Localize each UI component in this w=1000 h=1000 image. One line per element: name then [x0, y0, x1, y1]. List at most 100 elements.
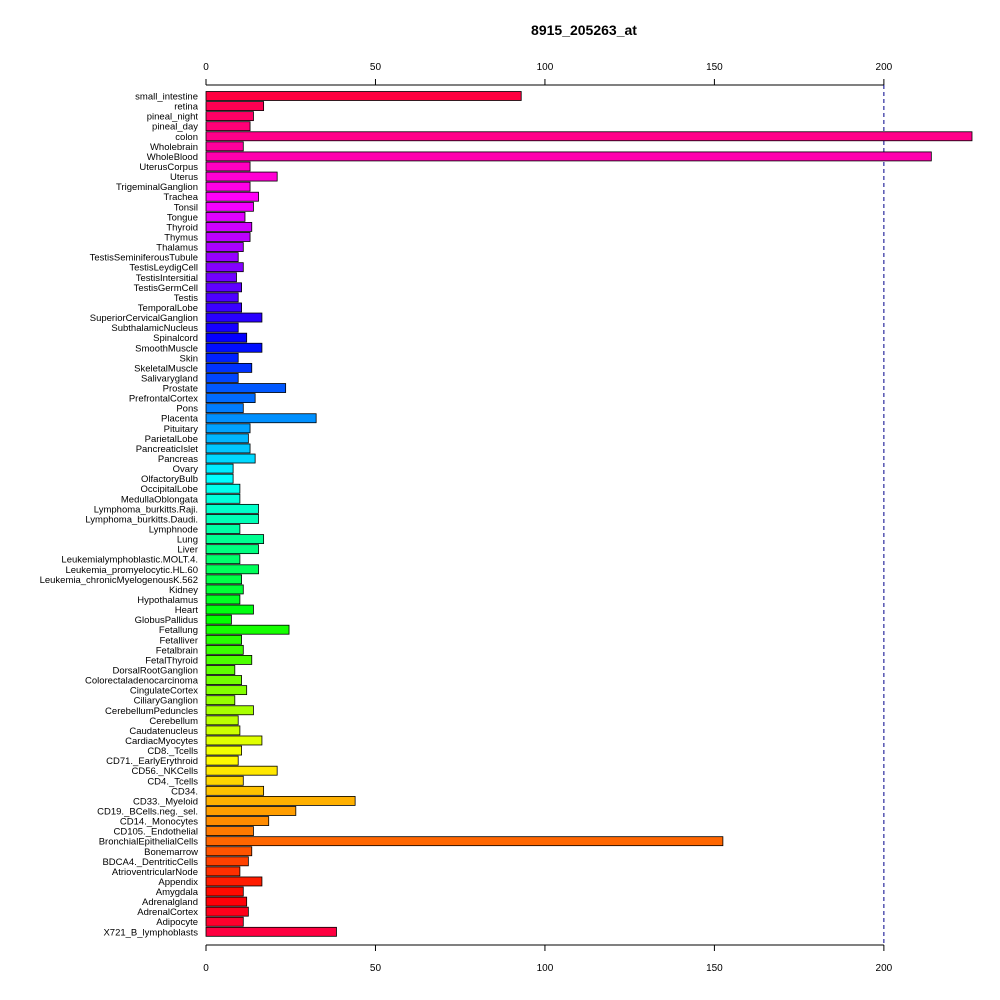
- bar-Skin: [205, 352, 239, 363]
- category-label: TrigeminalGanglion: [116, 182, 198, 193]
- bar-CD14._Monocytes: [205, 816, 270, 826]
- bar-colon: [205, 131, 973, 142]
- bar-Leukemia_chronicMyelogenousK.562: [205, 574, 242, 585]
- bar-Tonsil: [205, 201, 254, 212]
- bar-Adipocyte: [205, 916, 244, 927]
- bar-Pituitary: [205, 423, 251, 434]
- category-label: Fetalbrain: [156, 645, 198, 656]
- bar-WholeBlood: [205, 151, 932, 162]
- bar-Placenta: [205, 413, 317, 424]
- category-label: Lymphnode: [149, 525, 198, 536]
- bar-Heart: [205, 604, 254, 615]
- category-label: CD34.: [171, 786, 198, 797]
- bar-Thyroid: [205, 222, 253, 232]
- bar-Tongue: [205, 211, 246, 222]
- category-label: Prostate: [163, 384, 198, 395]
- category-label: SubthalamicNucleus: [111, 323, 198, 334]
- bar-X721_B_lymphoblasts: [205, 926, 337, 937]
- bar-Thymus: [205, 232, 251, 242]
- bar-FetalThyroid: [205, 655, 253, 665]
- category-label: Pancreas: [158, 454, 198, 465]
- category-label: Leukemia_chronicMyelogenousK.562: [40, 575, 198, 586]
- category-label: Colorectaladenocarcinoma: [85, 676, 199, 687]
- bar-Lymphoma_burkitts.Daudi.: [205, 514, 259, 524]
- category-label: Uterus: [170, 172, 198, 183]
- chart-title: 8915_205263_at: [531, 22, 637, 38]
- category-label: Hypothalamus: [137, 595, 198, 606]
- bar-DorsalRootGanglion: [205, 665, 236, 675]
- category-label: Thymus: [164, 232, 198, 243]
- category-label: CD56._NKCells: [131, 766, 198, 777]
- bar-PrefrontalCortex: [205, 393, 256, 404]
- bar-CD19._BCells.neg._sel.: [205, 806, 297, 816]
- bar-small_intestine: [205, 91, 522, 101]
- bar-Salivarygland: [205, 373, 239, 383]
- category-label: AdrenalCortex: [137, 907, 198, 918]
- bar-Caudatenucleus: [205, 725, 241, 736]
- bar-Thalamus: [205, 242, 244, 252]
- category-label: Placenta: [161, 414, 199, 425]
- category-label: TestisLeydigCell: [129, 263, 198, 274]
- category-label: Liver: [177, 545, 198, 556]
- bottom-tick-label: 50: [370, 963, 382, 974]
- bar-BronchialEpithelialCells: [205, 836, 724, 847]
- bar-BDCA4._DentriticCells: [205, 856, 249, 867]
- category-label: Lymphoma_burkitts.Daudi.: [85, 514, 198, 525]
- bar-TestisGermCell: [205, 282, 242, 293]
- bar-Hypothalamus: [205, 594, 241, 605]
- category-label: PancreaticIslet: [136, 444, 199, 455]
- category-label: Pons: [176, 404, 198, 415]
- bar-Lymphnode: [205, 524, 241, 534]
- category-label: CardiacMyocytes: [125, 736, 198, 747]
- top-tick-label: 50: [370, 62, 382, 73]
- bar-Leukemia_promyelocytic.HL.60: [205, 564, 259, 575]
- bar-Prostate: [205, 383, 287, 393]
- bar-CingulateCortex: [205, 685, 248, 696]
- category-label: Spinalcord: [153, 333, 198, 344]
- category-label: OccipitalLobe: [140, 484, 198, 495]
- category-label: GlobusPallidus: [135, 615, 199, 626]
- category-label: MedullaOblongata: [121, 494, 199, 505]
- bar-Fetallung: [205, 624, 290, 635]
- bar-TemporalLobe: [205, 302, 242, 313]
- bar-AtrioventricularNode: [205, 866, 241, 877]
- bar-CD33._Myeloid: [205, 796, 356, 806]
- category-label: Leukemia_promyelocytic.HL.60: [65, 565, 198, 576]
- category-label: Pituitary: [164, 424, 199, 435]
- bar-SuperiorCervicalGanglion: [205, 312, 263, 323]
- bar-Trachea: [205, 191, 259, 202]
- bar-CiliaryGanglion: [205, 695, 236, 706]
- category-label: Lymphoma_burkitts.Raji.: [94, 504, 198, 515]
- bar-Colorectaladenocarcinoma: [205, 675, 242, 685]
- category-label: Testis: [174, 293, 199, 304]
- bar-TrigeminalGanglion: [205, 181, 251, 192]
- bottom-tick-label: 100: [537, 963, 554, 974]
- bar-Amygdala: [205, 886, 244, 897]
- bar-OccipitalLobe: [205, 483, 241, 494]
- category-label: SkeletalMuscle: [134, 363, 198, 374]
- bar-Ovary: [205, 463, 234, 474]
- category-label: Bonemarrow: [144, 847, 198, 858]
- bar-PancreaticIslet: [205, 443, 251, 454]
- bar-CD34.: [205, 785, 265, 796]
- bars: [205, 91, 973, 937]
- bar-Fetalliver: [205, 634, 242, 645]
- category-label: FetalThyroid: [145, 655, 198, 666]
- bar-Cerebellum: [205, 715, 239, 726]
- category-label: colon: [175, 132, 198, 143]
- category-label: OlfactoryBulb: [141, 474, 198, 485]
- category-label: Ovary: [173, 464, 199, 475]
- bar-CD8._Tcells: [205, 745, 242, 756]
- bar-GlobusPallidus: [205, 614, 232, 625]
- category-label: CD105._Endothelial: [113, 827, 198, 838]
- category-label: Heart: [175, 605, 199, 616]
- category-label: BDCA4._DentriticCells: [102, 857, 198, 868]
- bar-ParietalLobe: [205, 433, 249, 444]
- bar-Testis: [205, 292, 239, 303]
- bottom-tick-label: 200: [876, 963, 893, 974]
- bar-Pons: [205, 403, 244, 414]
- top-tick-label: 100: [537, 62, 554, 73]
- bottom-tick-label: 0: [203, 963, 209, 974]
- bar-CD71._EarlyErythroid: [205, 755, 239, 766]
